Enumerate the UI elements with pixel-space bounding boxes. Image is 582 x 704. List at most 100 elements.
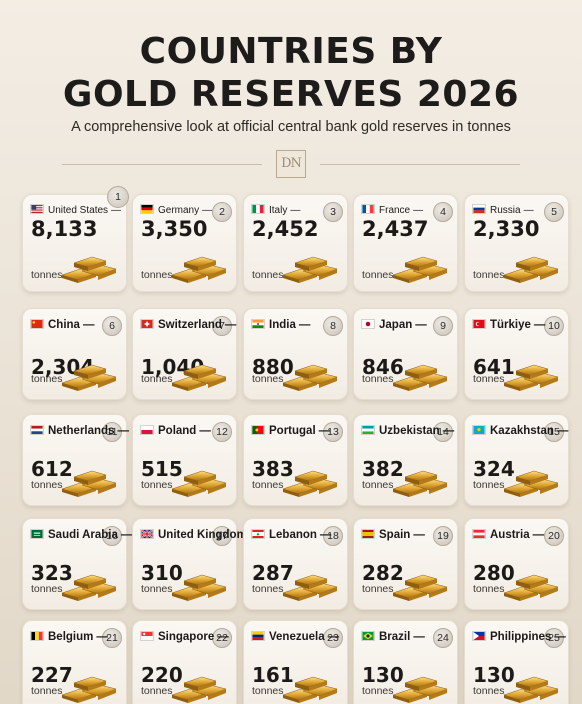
reserve-value: 383 — [252, 457, 294, 481]
reserve-value: 641 — [473, 355, 515, 379]
country-label: Lebanon — — [251, 529, 331, 541]
gold-bars-icon — [282, 676, 338, 703]
rank-badge: 7 — [212, 316, 232, 336]
country-card: 11 Netherlands — 612 tonnes — [22, 414, 129, 506]
kz-flag-icon — [472, 425, 486, 435]
country-name: Spain — [379, 529, 411, 541]
unit-label: tonnes — [252, 269, 284, 281]
country-label: France — — [361, 204, 423, 216]
pl-flag-icon — [140, 425, 154, 435]
unit-label: tonnes — [362, 479, 394, 491]
country-label: Japan — — [361, 319, 427, 331]
logo-divider: DN — [0, 150, 582, 180]
reserve-value: 3,350 — [141, 217, 208, 241]
gold-bars-icon — [392, 470, 448, 497]
gold-bars-icon — [61, 574, 117, 601]
reserve-value: 8,133 — [31, 217, 98, 241]
country-name: Uzbekistan — [379, 425, 440, 437]
unit-label: tonnes — [473, 373, 505, 385]
country-card: 6 China —2,304 tonnes — [22, 308, 127, 400]
rank-badge: 2 — [212, 202, 232, 222]
country-name: Philippines — [490, 631, 552, 643]
rank-badge: 25 — [544, 628, 564, 648]
country-label: Venezuela — — [251, 631, 339, 643]
gold-bars-icon — [171, 364, 227, 391]
country-card: 19 Spain — 282 tonnes — [353, 518, 458, 610]
reserve-value: 130 — [473, 663, 515, 687]
gold-bars-icon — [61, 470, 117, 497]
rank-badge: 1 — [107, 186, 129, 208]
gold-bars-icon — [392, 364, 448, 391]
rank-badge: 16 — [102, 526, 122, 546]
ph-flag-icon — [472, 631, 486, 641]
country-card: 1 United States —8,133 tonnes — [22, 186, 129, 292]
page-title-line-1: COUNTRIES BY — [139, 31, 443, 72]
country-label: Netherlands — — [30, 425, 129, 437]
unit-label: tonnes — [141, 583, 173, 595]
de-flag-icon — [140, 204, 154, 214]
gold-bars-icon — [503, 256, 559, 283]
gold-bars-icon — [282, 364, 338, 391]
unit-label: tonnes — [31, 583, 63, 595]
country-card: 8 India — 880 tonnes — [243, 308, 348, 400]
country-name: Netherlands — [48, 425, 115, 437]
country-name: Lebanon — [269, 529, 317, 541]
reserve-value: 2,452 — [252, 217, 319, 241]
divider-line-right — [320, 164, 520, 165]
separator-dash: — — [224, 319, 237, 331]
country-card: 10 Türkiye —641 tonnes — [464, 308, 569, 400]
country-label: Spain — — [361, 529, 425, 541]
country-name: Venezuela — [269, 631, 325, 643]
separator-dash: — — [199, 425, 211, 437]
country-name: Belgium — [48, 631, 94, 643]
fr-flag-icon — [361, 204, 375, 214]
country-card: 20 Austria —280 tonnes — [464, 518, 569, 610]
country-name: Türkiye — [490, 319, 531, 331]
reserve-value: 324 — [473, 457, 515, 481]
country-label: Russia — — [472, 204, 534, 216]
rank-badge: 13 — [323, 422, 343, 442]
country-label: Kazakhstan — — [472, 425, 568, 437]
country-name: India — [269, 319, 296, 331]
rank-badge: 9 — [433, 316, 453, 336]
reserve-value: 515 — [141, 457, 183, 481]
reserve-value: 280 — [473, 561, 515, 585]
country-card: 7 Switzerland —1,040 tonnes — [132, 308, 237, 400]
rank-badge: 22 — [212, 628, 232, 648]
country-card: 3 Italy —2,452 tonnes — [243, 194, 348, 292]
divider-line-left — [62, 164, 262, 165]
reserve-value: 161 — [252, 663, 294, 687]
unit-label: tonnes — [473, 685, 505, 697]
country-name: Austria — [490, 529, 530, 541]
at-flag-icon — [472, 529, 486, 539]
country-card: 21 Belgium —227 tonnes — [22, 620, 127, 704]
es-flag-icon — [361, 529, 375, 539]
unit-label: tonnes — [31, 373, 63, 385]
country-name: Japan — [379, 319, 413, 331]
separator-dash: — — [532, 529, 545, 541]
gold-bars-icon — [61, 364, 117, 391]
gold-bars-icon — [171, 676, 227, 703]
gold-bars-icon — [282, 470, 338, 497]
separator-dash: — — [111, 205, 122, 216]
reserve-value: 2,437 — [362, 217, 429, 241]
reserve-value: 227 — [31, 663, 73, 687]
country-label: Portugal — — [251, 425, 330, 437]
country-name: Brazil — [379, 631, 411, 643]
country-label: India — — [251, 319, 310, 331]
gold-bars-icon — [503, 676, 559, 703]
separator-dash: — — [318, 425, 331, 437]
rank-badge: 10 — [544, 316, 564, 336]
unit-label: tonnes — [141, 479, 173, 491]
separator-dash: — — [290, 205, 301, 216]
separator-dash: — — [523, 205, 534, 216]
separator-dash: — — [298, 319, 311, 331]
reserve-value: 846 — [362, 355, 404, 379]
country-label: Belgium — — [30, 631, 108, 643]
page-subtitle: A comprehensive look at official central… — [71, 119, 511, 135]
be-flag-icon — [30, 631, 44, 641]
cn-flag-icon — [30, 319, 44, 329]
rank-badge: 19 — [433, 526, 453, 546]
country-name: Singapore — [158, 631, 215, 643]
country-name: United States — [48, 205, 109, 216]
